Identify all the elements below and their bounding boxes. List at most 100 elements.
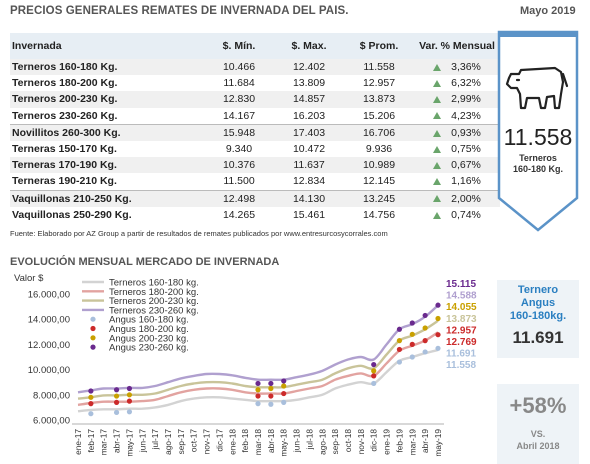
row-avg-price: 15.206 [362,109,396,122]
price-table: Invernada $. Mín. $. Max. $ Prom. Var. %… [10,33,500,223]
angus-marker-1 [88,411,94,417]
legend-label: Terneros 200-230 kg. [109,296,199,307]
angus-marker-1 [113,409,120,416]
row-min-price: 9.340 [225,143,253,156]
up-triangle-icon [433,211,442,219]
row-variation: 0,67% [414,157,500,174]
row-max-price: 12.834 [292,175,326,188]
variation-card [497,384,579,464]
end-value-label: 11.691 [446,349,476,360]
angus-label-line3: 160-180kg. [509,310,567,322]
angus-marker-3 [422,325,428,331]
angus-label-line2: Angus [520,297,556,309]
row-min-price: 10.376 [204,157,274,174]
angus-marker-4 [422,312,428,319]
up-triangle-icon [433,178,442,186]
end-value-label: 12.957 [446,325,477,336]
row-min-price: 11.684 [223,77,255,90]
table-row: Terneros 230-260 Kg. 14.167 16.203 15.206 4,… [10,108,500,125]
x-tick-label: may-18 [279,429,289,457]
end-value-label: 13.873 [446,314,477,325]
badge-top-bar [499,32,577,37]
badge-label-line1: Terneros [519,153,557,163]
x-tick-label: may-17 [124,429,134,457]
angus-marker-4 [126,385,133,392]
angus-marker-4 [268,380,274,387]
y-tick-label: 12.000,00 [28,340,70,351]
row-category: Vaquillonas 250-290 Kg. [12,208,132,221]
x-tick-label: mar-19 [407,429,417,456]
x-tick-label: jun-17 [137,429,147,453]
row-variation: 1,16% [414,173,500,190]
y-tick-label: 10.000,00 [28,365,70,376]
legend-label: Angus 160-180 kg. [109,315,189,326]
row-avg-price: 11.558 [344,59,414,76]
legend-label: Terneros 230-260 kg. [109,305,199,316]
y-axis-label: Valor $ [14,273,44,284]
series-line-4 [77,304,439,394]
x-tick-label: feb-17 [86,429,96,453]
angus-marker-3 [371,368,377,374]
y-tick-label: 6.000,00 [33,416,70,427]
angus-card [497,280,579,358]
x-tick-label: oct-18 [343,429,353,452]
up-triangle-icon [433,112,442,120]
angus-label-line1: Ternero [517,284,559,296]
x-tick-label: abr-18 [266,429,276,453]
angus-marker-1 [255,401,261,407]
row-category: Terneros 230-260 Kg. [12,109,118,122]
x-tick-label: oct-17 [189,429,199,452]
x-tick-label: abr-19 [420,429,430,453]
x-tick-label: jun-18 [292,429,302,453]
y-tick-label: 16.000,00 [28,290,70,301]
row-min-price: 15.948 [204,123,274,141]
x-tick-label: dic-17 [214,429,224,452]
x-tick-label: nov-17 [202,429,212,455]
angus-marker-1 [371,380,377,387]
angus-marker-2 [371,373,377,379]
angus-marker-4 [281,378,287,384]
end-value-label: 14.055 [446,302,477,313]
row-avg-price: 10.989 [344,157,414,174]
row-category: Terneros 160-180 Kg. [10,59,204,76]
variation-text: 2,00% [451,192,481,205]
row-avg-price: 12.145 [362,175,396,188]
row-avg-price: 13.245 [344,189,414,207]
row-max-price: 13.809 [292,77,326,90]
table-row: Vaquillonas 250-290 Kg. 14.265 15.461 14.75… [10,207,500,223]
angus-marker-2 [113,399,120,405]
x-tick-label: ago-17 [163,429,173,455]
y-tick-label: 8.000,00 [33,390,70,401]
row-variation: 3,36% [414,59,500,76]
variation-text: 2,99% [451,93,481,106]
column-header-min: $. Mín. [204,33,274,59]
row-category: Terneras 190-210 Kg. [12,175,117,188]
row-category: Terneros 200-230 Kg. [10,91,204,108]
variation-label: VS. Abril 2018 [497,428,579,452]
angus-marker-2 [409,341,415,347]
angus-marker-1 [268,401,274,407]
angus-marker-3 [409,331,415,337]
row-avg-price: 9.936 [365,143,393,156]
x-tick-label: feb-18 [240,429,250,453]
x-tick-label: mar-17 [99,429,109,456]
row-min-price: 11.500 [223,175,255,188]
x-tick-label: dic-18 [369,429,379,452]
variation-text: 0,67% [451,159,481,172]
angus-marker-2 [435,332,441,338]
row-category: Terneras 150-170 Kg. [12,143,117,156]
cow-icon [505,66,569,110]
row-min-price: 10.466 [204,59,274,76]
legend-marker-swatch [90,344,96,350]
row-category: Terneros 180-200 Kg. [12,77,118,90]
legend-label: Angus 180-200 kg. [109,324,189,335]
row-variation: 0,93% [414,123,500,141]
row-category: Novillitos 260-300 Kg. [10,123,204,141]
row-variation: 2,00% [414,189,500,207]
legend-marker-swatch [90,316,96,322]
angus-marker-1 [281,399,287,405]
variation-text: 3,36% [451,61,481,74]
legend-label: Terneros 160-180 kg. [109,278,199,289]
y-tick-label: 14.000,00 [28,315,70,326]
cow-badge [497,30,579,232]
